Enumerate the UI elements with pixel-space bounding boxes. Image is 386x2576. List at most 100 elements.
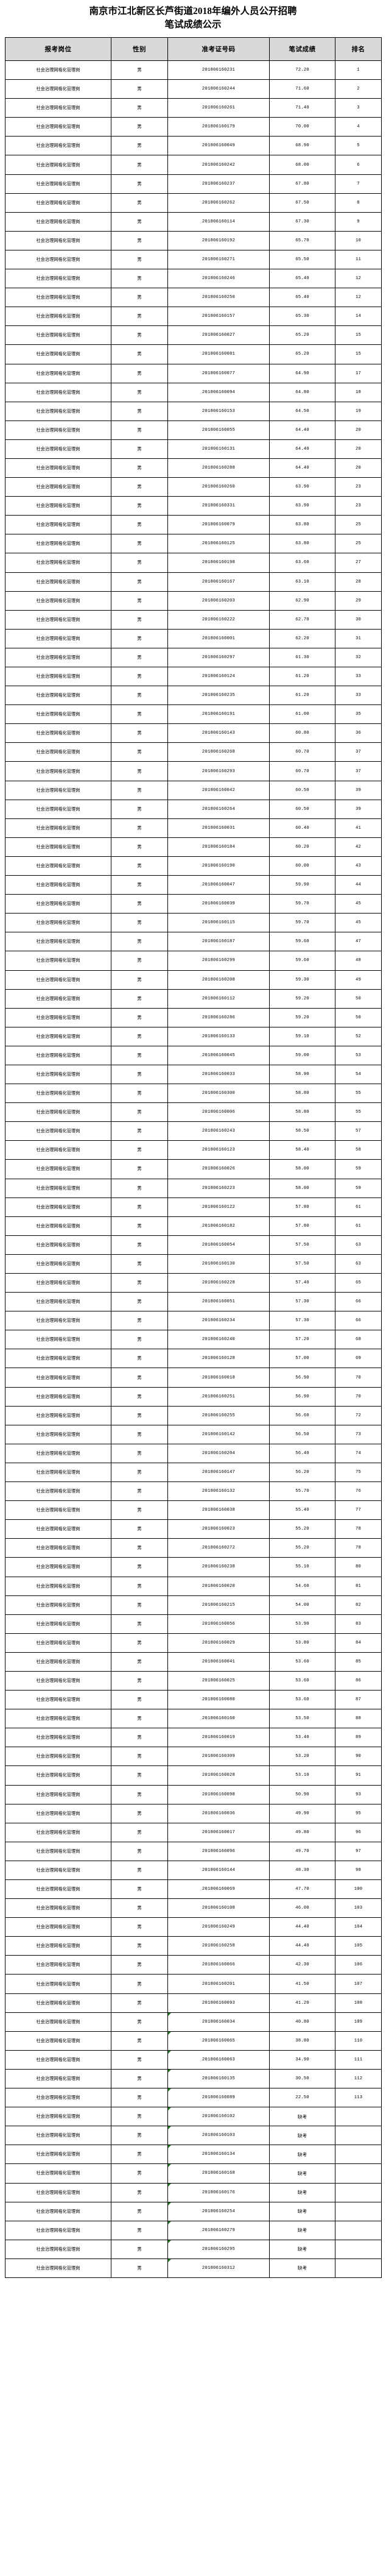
cell-score: 59.70 — [269, 913, 335, 933]
cell-rank: 110 — [335, 2031, 382, 2051]
cell-admission-number: 201806160027 — [167, 325, 270, 346]
cell-score: 65.20 — [269, 325, 335, 346]
column-header-rank: 排名 — [335, 37, 382, 61]
cell-admission-number: 201806160160 — [167, 1709, 270, 1729]
cell-rank: 32 — [335, 647, 382, 668]
cell-score: 65.30 — [269, 307, 335, 327]
cell-post: 社会治理网格化管理岗 — [5, 117, 111, 137]
cell-rank: 48 — [335, 951, 382, 971]
table-row: 社会治理网格化管理岗男 201806160051 57.30 66 — [5, 1292, 382, 1312]
cell-sex: 男 — [111, 666, 168, 687]
cell-post: 社会治理网格化管理岗 — [5, 1368, 111, 1388]
cell-post: 社会治理网格化管理岗 — [5, 534, 111, 554]
cell-rank: 23 — [335, 477, 382, 497]
table-row: 社会治理网格化管理岗男 201806160134 缺考 — [5, 2145, 382, 2165]
cell-score: 49.90 — [269, 1803, 335, 1823]
cell-sex: 男 — [111, 2107, 168, 2127]
table-row: 社会治理网格化管理岗男 201806160261 71.40 3 — [5, 98, 382, 118]
cell-rank — [335, 2258, 382, 2278]
cell-admission-number: 201806160112 — [167, 988, 270, 1009]
cell-score: 47.70 — [269, 1879, 335, 1900]
cell-score: 46.00 — [269, 1898, 335, 1918]
table-row: 社会治理网格化管理岗男 201806160272 55.20 78 — [5, 1538, 382, 1558]
table-row: 社会治理网格化管理岗男 201806160234 57.30 66 — [5, 1311, 382, 1331]
cell-admission-number: 201806160168 — [167, 2163, 270, 2184]
cell-score: 58.80 — [269, 1084, 335, 1104]
table-row: 社会治理网格化管理岗男 201806160295 缺考 — [5, 2239, 382, 2259]
cell-score: 56.60 — [269, 1405, 335, 1425]
cell-sex: 男 — [111, 1140, 168, 1160]
cell-post: 社会治理网格化管理岗 — [5, 1784, 111, 1804]
cell-sex: 男 — [111, 761, 168, 781]
cell-score: 71.60 — [269, 79, 335, 99]
cell-rank: 25 — [335, 515, 382, 535]
cell-sex: 男 — [111, 1936, 168, 1956]
cell-admission-number: 201806160208 — [167, 970, 270, 990]
cell-post: 社会治理网格化管理岗 — [5, 174, 111, 194]
cell-rank: 85 — [335, 1652, 382, 1672]
cell-sex: 男 — [111, 155, 168, 175]
cell-post: 社会治理网格化管理岗 — [5, 1500, 111, 1520]
cell-rank: 68 — [335, 1330, 382, 1350]
cell-admission-number: 201806160309 — [167, 1747, 270, 1767]
cell-sex: 男 — [111, 1084, 168, 1104]
cell-score: 63.10 — [269, 572, 335, 592]
table-row: 社会治理网格化管理岗男 201806160286 59.20 50 — [5, 1007, 382, 1027]
cell-score: 58.40 — [269, 1140, 335, 1160]
cell-score: 60.70 — [269, 742, 335, 762]
cell-score: 64.40 — [269, 420, 335, 440]
cell-admission-number: 201806160041 — [167, 1652, 270, 1672]
cell-score: 68.00 — [269, 155, 335, 175]
cell-sex: 男 — [111, 2258, 168, 2278]
table-row: 社会治理网格化管理岗男 201806160147 56.20 75 — [5, 1462, 382, 1483]
cell-admission-number: 201806160063 — [167, 2049, 270, 2070]
cell-post: 社会治理网格化管理岗 — [5, 2126, 111, 2146]
cell-score: 61.00 — [269, 704, 335, 725]
cell-sex: 男 — [111, 1216, 168, 1236]
cell-admission-number: 201806160019 — [167, 1728, 270, 1748]
cell-sex: 男 — [111, 1368, 168, 1388]
cell-rank: 20 — [335, 458, 382, 478]
table-row: 社会治理网格化管理岗男 201806160125 63.80 25 — [5, 534, 382, 554]
cell-post: 社会治理网格化管理岗 — [5, 2220, 111, 2240]
cell-score: 42.30 — [269, 1955, 335, 1975]
cell-post: 社会治理网格化管理岗 — [5, 742, 111, 762]
cell-sex: 男 — [111, 1955, 168, 1975]
cell-post: 社会治理网格化管理岗 — [5, 780, 111, 800]
table-row: 社会治理网格化管理岗男 201806160096 49.70 97 — [5, 1841, 382, 1861]
cell-admission-number: 201806160132 — [167, 1481, 270, 1502]
cell-admission-number: 201806160049 — [167, 136, 270, 156]
cell-admission-number: 201806160130 — [167, 1254, 270, 1274]
cell-sex: 男 — [111, 1803, 168, 1823]
table-row: 社会治理网格化管理岗男 201806160039 59.70 45 — [5, 894, 382, 914]
cell-admission-number: 201806160264 — [167, 799, 270, 819]
cell-sex: 男 — [111, 1879, 168, 1900]
cell-post: 社会治理网格化管理岗 — [5, 1538, 111, 1558]
cell-admission-number: 201806160006 — [167, 1102, 270, 1123]
cell-admission-number: 201806160033 — [167, 1064, 270, 1085]
cell-admission-number: 201806160223 — [167, 1178, 270, 1198]
table-row: 社会治理网格化管理岗男 201806160115 59.70 45 — [5, 913, 382, 933]
cell-rank: 106 — [335, 1955, 382, 1975]
cell-rank: 98 — [335, 1860, 382, 1881]
table-row: 社会治理网格化管理岗男 201806160268 60.70 37 — [5, 742, 382, 762]
cell-admission-number: 201806160029 — [167, 1633, 270, 1653]
cell-sex: 男 — [111, 572, 168, 592]
cell-post: 社会治理网格化管理岗 — [5, 60, 111, 80]
cell-rank: 111 — [335, 2049, 382, 2070]
cell-post: 社会治理网格化管理岗 — [5, 2163, 111, 2184]
cell-rank — [335, 2145, 382, 2165]
cell-post: 社会治理网格化管理岗 — [5, 2201, 111, 2221]
cell-post: 社会治理网格化管理岗 — [5, 1330, 111, 1350]
table-row: 社会治理网格化管理岗男 201806160243 58.50 57 — [5, 1121, 382, 1141]
cell-post: 社会治理网格化管理岗 — [5, 1917, 111, 1937]
cell-admission-number: 201806160222 — [167, 609, 270, 630]
cell-score: 60.50 — [269, 780, 335, 800]
cell-score: 缺考 — [269, 2239, 335, 2259]
cell-rank: 20 — [335, 420, 382, 440]
table-row: 社会治理网格化管理岗男 201806160018 56.90 70 — [5, 1368, 382, 1388]
cell-admission-number: 201806160179 — [167, 117, 270, 137]
cell-post: 社会治理网格化管理岗 — [5, 1841, 111, 1861]
cell-admission-number: 201806160025 — [167, 1670, 270, 1691]
cell-score: 53.50 — [269, 1709, 335, 1729]
